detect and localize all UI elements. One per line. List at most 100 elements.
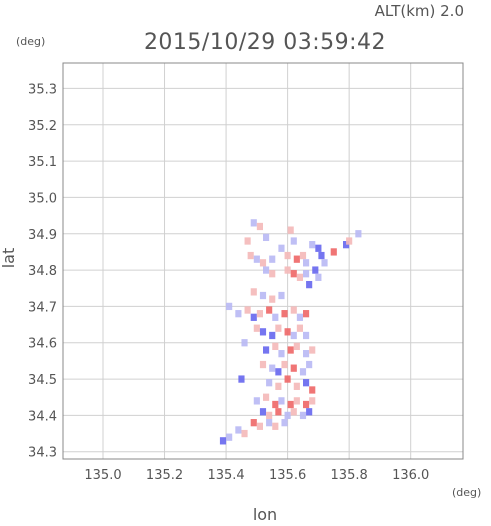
velocity-cell	[272, 342, 279, 351]
velocity-cell	[266, 379, 273, 387]
velocity-cell	[306, 408, 313, 416]
y-axis-title: lat	[0, 248, 18, 269]
velocity-cell	[266, 419, 273, 427]
velocity-cell	[259, 328, 267, 336]
x-unit-label: (deg)	[452, 486, 481, 499]
velocity-cell	[253, 397, 260, 405]
velocity-cell	[284, 411, 291, 420]
velocity-cell	[306, 280, 313, 289]
velocity-cell	[259, 291, 267, 300]
velocity-cell	[296, 273, 303, 281]
velocity-cell	[306, 360, 313, 369]
x-axis-title: lon	[253, 505, 277, 521]
y-tick-label: 34.4	[28, 409, 57, 424]
velocity-cell	[303, 310, 310, 318]
velocity-cell	[250, 219, 257, 227]
velocity-cell	[278, 291, 285, 300]
velocity-cell	[299, 251, 307, 260]
velocity-cell	[290, 237, 297, 245]
x-tick-label: 135.8	[331, 468, 368, 483]
velocity-cell	[343, 241, 350, 249]
velocity-cells	[219, 219, 362, 445]
velocity-cell	[290, 331, 297, 340]
velocity-cell	[303, 350, 310, 358]
velocity-cell	[309, 397, 316, 405]
x-tick-labels: 135.0 135.2 135.4 135.6 135.8 136.0	[84, 468, 429, 483]
velocity-cell	[238, 375, 245, 383]
velocity-cell	[250, 288, 257, 296]
x-tick-label: 135.6	[269, 468, 306, 483]
y-tick-label: 34.8	[28, 264, 57, 279]
y-tick-label: 35.0	[28, 191, 57, 206]
velocity-cell	[256, 222, 263, 231]
velocity-cell	[263, 233, 270, 242]
velocity-cell	[269, 295, 276, 303]
velocity-cell	[309, 346, 316, 354]
velocity-cell	[219, 437, 227, 445]
plot-frame	[62, 62, 464, 460]
velocity-cell	[259, 259, 267, 267]
velocity-cell	[226, 433, 233, 441]
velocity-cell	[278, 244, 285, 252]
velocity-cell	[269, 255, 276, 263]
velocity-cell	[299, 368, 307, 376]
altitude-label: ALT(km) 2.0	[375, 2, 464, 20]
velocity-cell	[278, 397, 285, 405]
y-tick-labels: 34.3 34.4 34.5 34.6 34.7 34.8 34.9 35.0 35.1 35.2…	[28, 82, 57, 460]
velocity-cell	[290, 270, 297, 278]
velocity-cell	[272, 400, 279, 409]
velocity-cell	[235, 310, 242, 318]
velocity-cell	[287, 226, 294, 234]
velocity-cell	[244, 306, 251, 314]
y-tick-label: 34.9	[28, 228, 57, 243]
y-tick-label: 34.7	[28, 300, 57, 315]
velocity-cell	[250, 419, 257, 427]
velocity-cell	[253, 324, 260, 332]
velocity-cell	[303, 331, 310, 340]
velocity-cell	[266, 411, 273, 420]
velocity-cell	[293, 255, 300, 263]
velocity-cell	[312, 266, 319, 274]
velocity-cell	[290, 364, 297, 372]
x-tick-label: 135.2	[146, 468, 183, 483]
velocity-cell	[281, 360, 288, 369]
y-tick-label: 35.1	[28, 155, 57, 170]
velocity-cell	[330, 248, 337, 256]
y-tick-label: 35.2	[28, 119, 57, 134]
velocity-cell	[259, 360, 267, 369]
velocity-cell	[296, 324, 303, 332]
velocity-cell	[355, 230, 362, 238]
velocity-cell	[266, 306, 273, 314]
velocity-cell	[315, 273, 322, 281]
x-tick-label: 136.0	[392, 468, 429, 483]
velocity-cell	[272, 422, 279, 430]
velocity-cell	[315, 244, 322, 252]
x-tick-label: 135.0	[84, 468, 121, 483]
velocity-cell	[281, 419, 288, 427]
velocity-cell	[303, 400, 310, 409]
velocity-cell	[256, 310, 263, 318]
velocity-cell	[263, 393, 270, 401]
velocity-cell	[226, 302, 233, 311]
velocity-cell	[269, 270, 276, 278]
velocity-cell	[281, 310, 288, 318]
velocity-cell	[275, 324, 282, 332]
velocity-cell	[293, 397, 300, 405]
velocity-cell	[275, 408, 282, 416]
velocity-cell	[299, 411, 307, 420]
velocity-cell	[296, 313, 303, 321]
velocity-cell	[293, 342, 300, 351]
velocity-cell	[253, 255, 260, 263]
velocity-cell	[318, 251, 325, 260]
velocity-cell	[303, 259, 310, 267]
velocity-cell	[275, 382, 282, 390]
y-unit-label: (deg)	[16, 35, 45, 48]
velocity-cell	[287, 400, 294, 409]
velocity-cell	[269, 364, 276, 372]
velocity-cell	[259, 408, 267, 416]
velocity-cell	[303, 379, 310, 387]
velocity-cell	[235, 426, 242, 434]
velocity-cell	[241, 339, 248, 347]
velocity-cell	[269, 331, 276, 340]
